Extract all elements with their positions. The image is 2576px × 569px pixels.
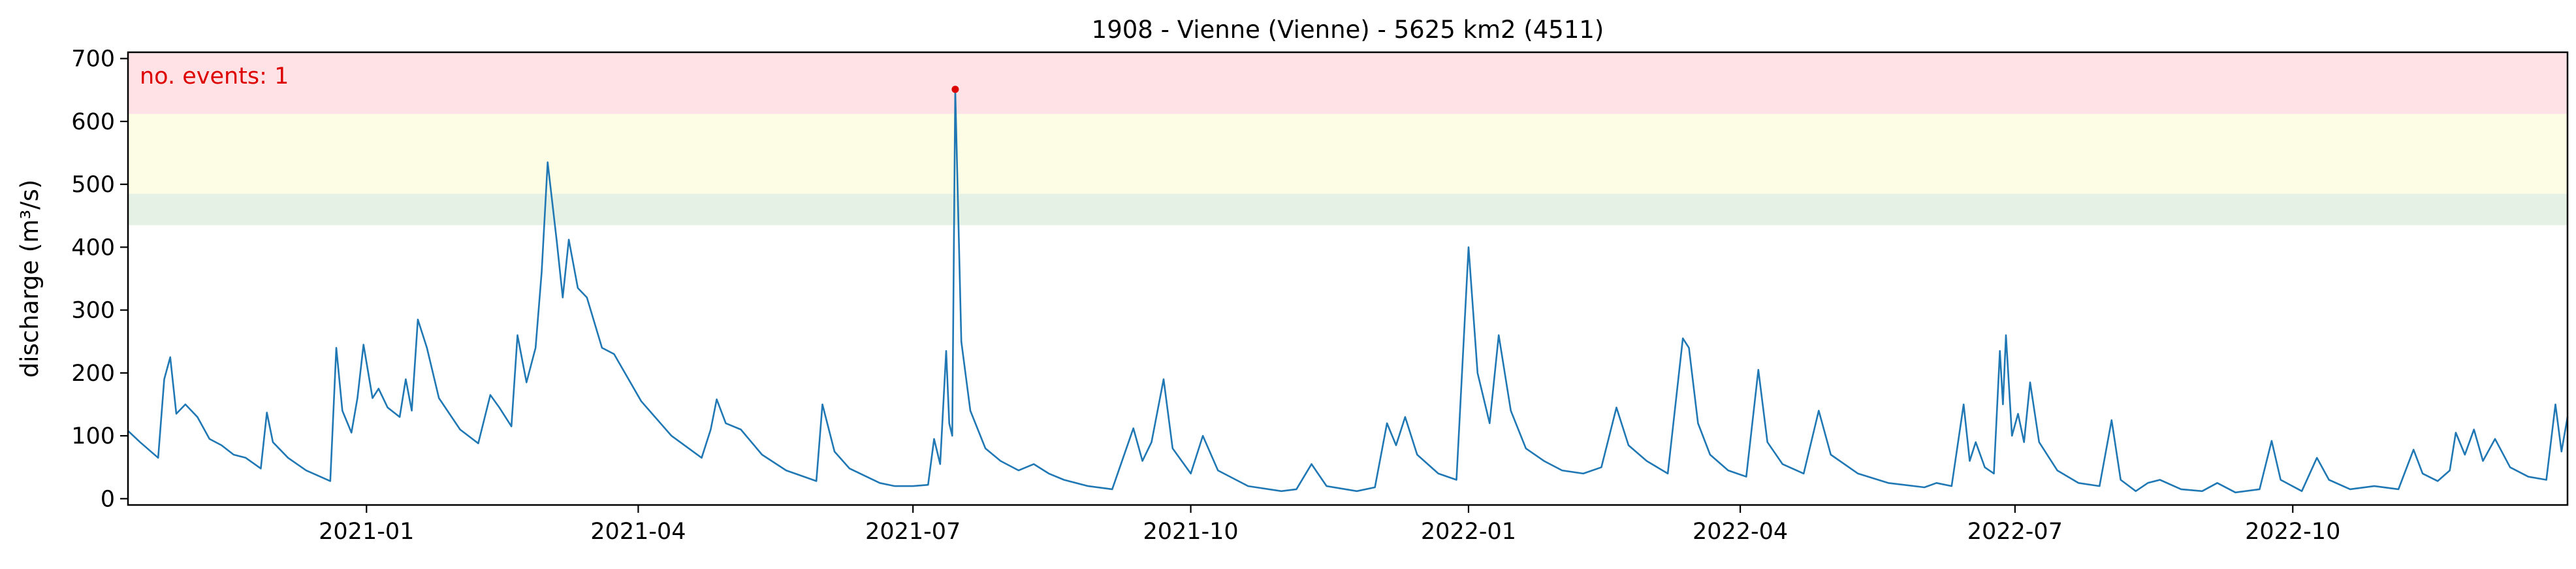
discharge-series (127, 88, 2569, 494)
y-tick-label: 200 (71, 361, 115, 387)
y-axis: 0 100 200 300 400 500 600 700 (71, 46, 128, 512)
threshold-band-2 (128, 52, 2568, 114)
threshold-band-1 (128, 114, 2568, 194)
threshold-bands (128, 52, 2568, 225)
y-axis-title: discharge (m³/s) (16, 180, 44, 378)
y-tick-label: 100 (71, 423, 115, 449)
x-tick-label: 2021-04 (590, 519, 686, 545)
y-tick-label: 400 (71, 235, 115, 261)
x-tick-label: 2022-01 (1421, 519, 1516, 545)
x-tick-label: 2022-04 (1693, 519, 1788, 545)
event-markers (951, 86, 959, 93)
y-tick-label: 500 (71, 172, 115, 198)
x-axis: 2021-01 2021-04 2021-07 2021-10 2022-01 2022-… (319, 505, 2340, 545)
events-annotation: no. events: 1 (140, 63, 289, 89)
x-tick-label: 2021-10 (1143, 519, 1238, 545)
y-tick-label: 0 (101, 486, 115, 512)
x-tick-label: 2022-10 (2245, 519, 2340, 545)
x-tick-label: 2021-07 (865, 519, 961, 545)
y-tick-label: 600 (71, 109, 115, 135)
y-tick-label: 300 (71, 298, 115, 324)
x-tick-label: 2022-07 (1967, 519, 2063, 545)
x-tick-label: 2021-01 (319, 519, 414, 545)
y-tick-label: 700 (71, 46, 115, 73)
chart-title: 1908 - Vienne (Vienne) - 5625 km2 (4511) (1092, 16, 1604, 44)
event-point-0 (951, 86, 959, 93)
series-line-0 (127, 88, 2569, 494)
threshold-band-0 (128, 193, 2568, 225)
plot-frame (127, 51, 2569, 506)
